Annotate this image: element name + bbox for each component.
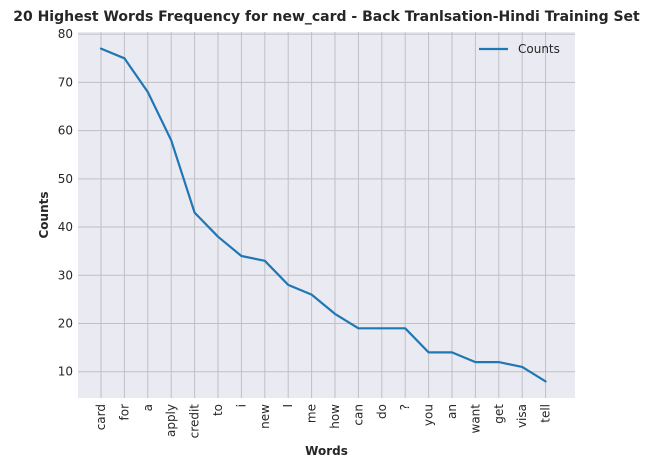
y-tick-label: 20 (58, 316, 73, 330)
x-tick-label: want (468, 404, 482, 434)
legend-label-counts: Counts (518, 42, 560, 56)
x-tick-label: I (281, 404, 295, 408)
x-tick-label: new (258, 404, 272, 429)
chart-title: 20 Highest Words Frequency for new_card … (13, 9, 640, 25)
y-tick-label: 70 (58, 75, 73, 89)
x-tick-label: a (141, 404, 155, 411)
x-tick-label: tell (539, 404, 553, 423)
x-tick-label: to (211, 404, 225, 416)
x-tick-label: ? (398, 404, 412, 410)
x-tick-label: me (305, 404, 319, 423)
y-tick-label: 10 (58, 365, 73, 379)
x-tick-label: i (234, 404, 248, 407)
x-tick-label: do (375, 404, 389, 419)
x-tick-label: apply (164, 404, 178, 437)
y-tick-label: 50 (58, 172, 73, 186)
x-axis-label: Words (305, 444, 348, 458)
x-tick-label: visa (515, 404, 529, 428)
x-tick-label: get (492, 404, 506, 424)
x-tick-label: card (94, 404, 108, 430)
x-tick-label: can (351, 404, 365, 426)
plot-area (78, 32, 575, 398)
x-tick-label: credit (188, 404, 202, 439)
y-tick-label: 60 (58, 124, 73, 138)
y-tick-label: 30 (58, 268, 73, 282)
x-tick-label: you (422, 404, 436, 426)
x-tick-label: for (117, 404, 131, 421)
x-tick-label: how (328, 404, 342, 429)
y-axis-label: Counts (37, 191, 51, 238)
y-tick-label: 80 (58, 27, 73, 41)
y-tick-label: 40 (58, 220, 73, 234)
x-tick-label: an (445, 404, 459, 419)
